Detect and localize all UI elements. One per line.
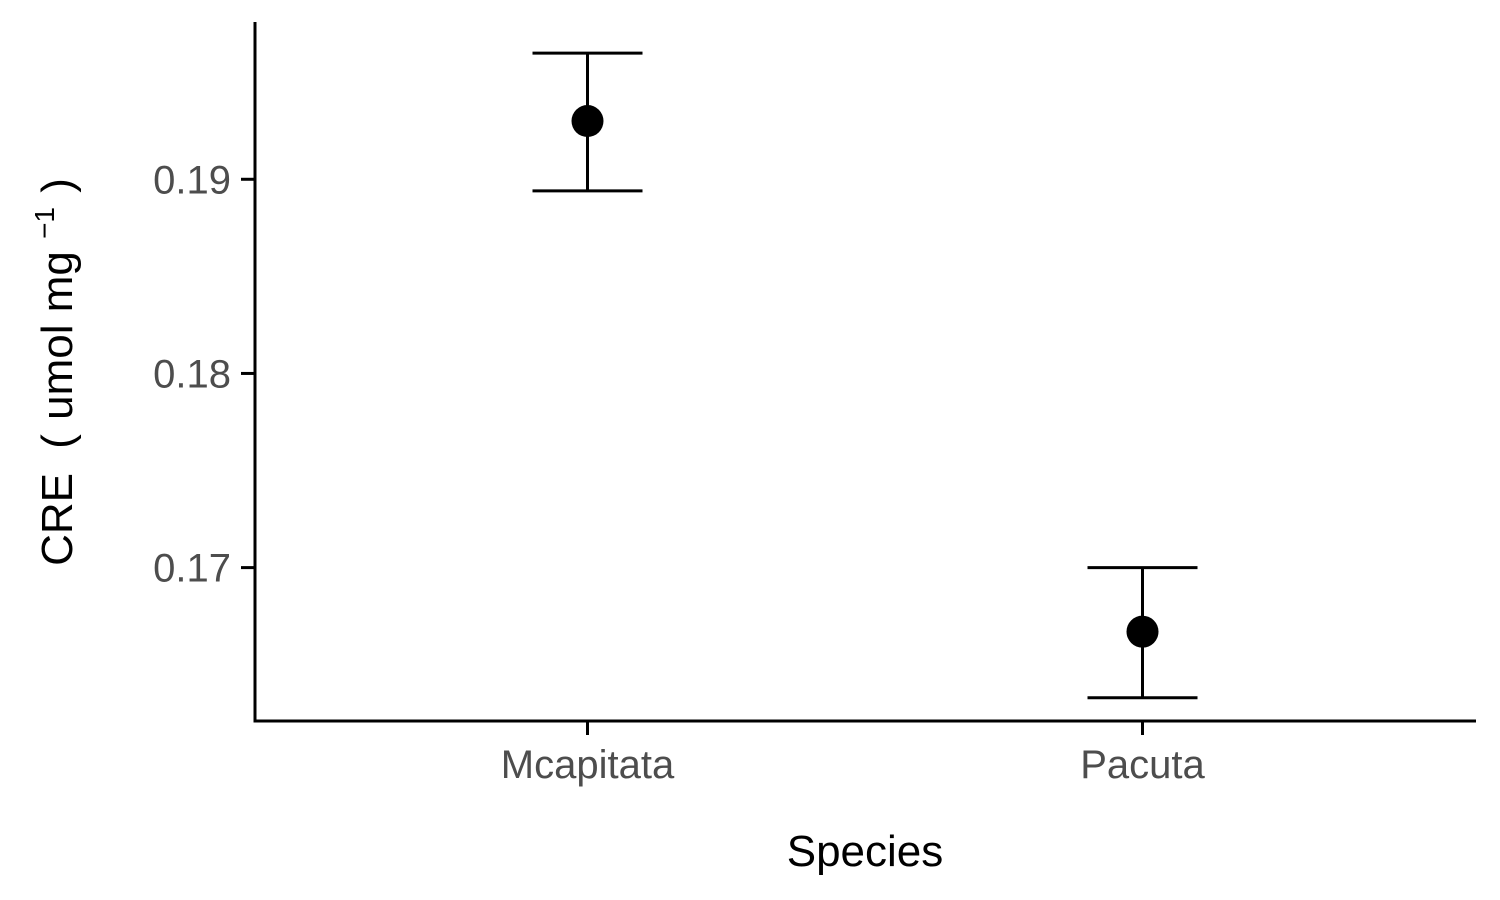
data-point	[1126, 615, 1159, 648]
data-marks	[532, 51, 1198, 700]
y-tick-label: 0.18	[153, 352, 231, 396]
x-tick-label: Pacuta	[1080, 743, 1205, 787]
y-axis-title-paren-open: (	[33, 434, 82, 449]
x-tick-label: Mcapitata	[501, 743, 675, 787]
x-ticks: Mcapitata Pacuta	[501, 721, 1206, 787]
y-ticks: 0.17 0.18 0.19	[153, 158, 255, 591]
axes	[253, 22, 1476, 723]
y-tick-label: 0.19	[153, 158, 231, 202]
y-axis-title: CRE ( umol mg −1 )	[15, 178, 82, 566]
x-axis-title: Species	[787, 827, 944, 876]
y-axis-title-prefix: CRE	[33, 473, 82, 566]
y-axis-title-unit: umol mg	[33, 251, 82, 420]
data-point	[571, 105, 604, 138]
y-axis-title-superscript: −1	[29, 207, 60, 239]
y-tick-label: 0.17	[153, 547, 231, 591]
y-axis-title-paren-close: )	[33, 178, 82, 193]
